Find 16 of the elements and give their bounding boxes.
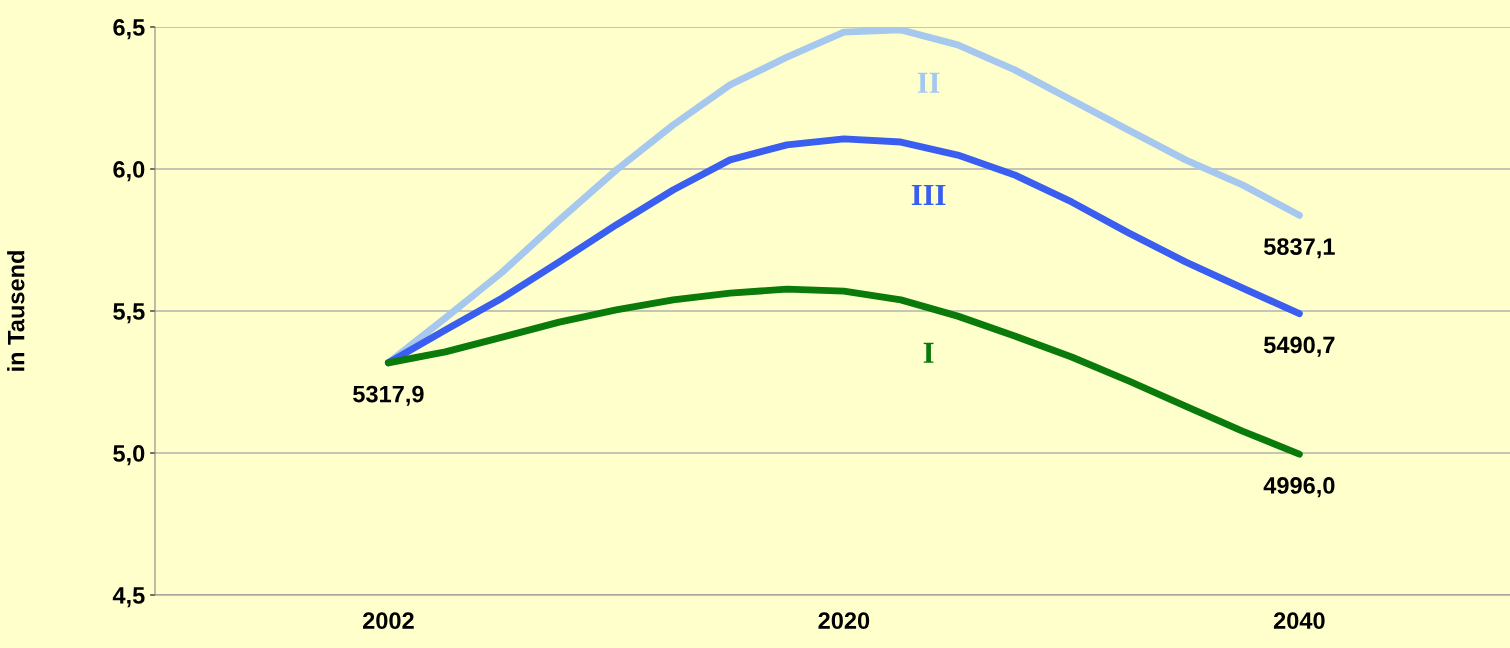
y-tick-label: 6,0 — [113, 161, 145, 182]
annotation: 5317,9 — [353, 385, 424, 406]
annotation: 5490,7 — [1263, 336, 1335, 357]
x-tick-label: 2020 — [818, 612, 870, 630]
x-tick-label: 2002 — [362, 612, 414, 630]
series-label: I — [923, 342, 934, 363]
x-tick-label: 2040 — [1273, 612, 1325, 630]
y-tick-label: 5,0 — [113, 445, 145, 466]
y-tick-label: 5,5 — [113, 303, 145, 324]
y-tick-label: 6,5 — [113, 19, 145, 40]
series-label: III — [911, 184, 946, 205]
annotation: 5837,1 — [1263, 238, 1335, 259]
series-label: II — [917, 72, 940, 93]
y-tick-label: 4,5 — [112, 587, 145, 608]
y-axis-title: in Tausend — [7, 251, 25, 371]
annotation: 4996,0 — [1263, 477, 1335, 498]
